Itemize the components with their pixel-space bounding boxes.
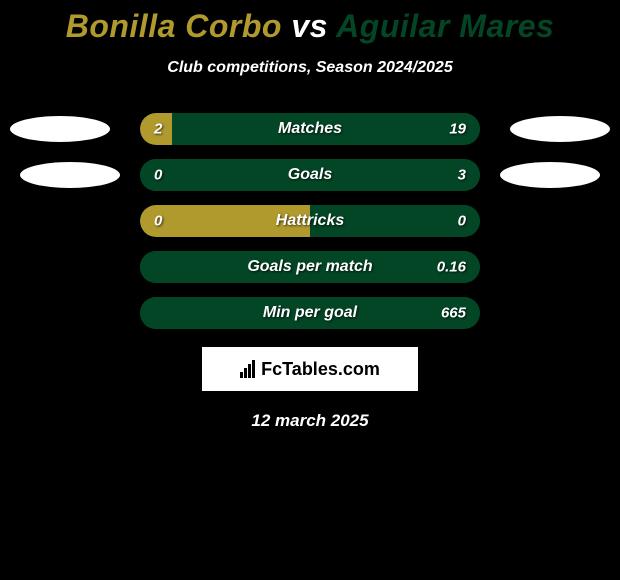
logo-text: FcTables.com: [240, 359, 380, 380]
page-title: Bonilla Corbo vs Aguilar Mares: [0, 8, 620, 45]
stat-value-right: 3: [458, 167, 466, 184]
stat-row: Goals per match 0.16: [0, 251, 620, 283]
date-text: 12 march 2025: [0, 411, 620, 431]
stat-row: Goals 0 3: [0, 159, 620, 191]
stats-area: Matches 2 19 Goals 0 3 Hattricks 0 0 Goals per ma…: [0, 113, 620, 329]
stat-value-left: 0: [154, 213, 162, 230]
player1-name: Bonilla Corbo: [66, 8, 282, 44]
stat-bar: Goals 0 3: [140, 159, 480, 191]
stat-bar: Goals per match 0.16: [140, 251, 480, 283]
player2-marker-icon: [500, 162, 600, 188]
player2-name: Aguilar Mares: [336, 8, 554, 44]
vs-text: vs: [291, 8, 336, 44]
stat-value-left: 2: [154, 121, 162, 138]
stat-value-right: 0: [458, 213, 466, 230]
stat-bar: Min per goal 665: [140, 297, 480, 329]
stat-label: Goals per match: [247, 258, 372, 276]
player2-marker-icon: [510, 116, 610, 142]
stat-label: Goals: [288, 166, 332, 184]
stat-bar: Matches 2 19: [140, 113, 480, 145]
player1-marker-icon: [10, 116, 110, 142]
stat-row: Min per goal 665: [0, 297, 620, 329]
stat-value-right: 19: [449, 121, 466, 138]
site-logo: FcTables.com: [202, 347, 418, 391]
comparison-card: Bonilla Corbo vs Aguilar Mares Club comp…: [0, 0, 620, 431]
stat-row: Matches 2 19: [0, 113, 620, 145]
stat-value-left: 0: [154, 167, 162, 184]
stat-value-right: 665: [441, 305, 466, 322]
stat-label: Matches: [278, 120, 342, 138]
logo-label: FcTables.com: [261, 359, 380, 380]
logo-bars-icon: [240, 360, 255, 378]
stat-label: Min per goal: [263, 304, 357, 322]
stat-bar: Hattricks 0 0: [140, 205, 480, 237]
subtitle: Club competitions, Season 2024/2025: [0, 59, 620, 77]
player1-marker-icon: [20, 162, 120, 188]
stat-value-right: 0.16: [437, 259, 466, 276]
stat-row: Hattricks 0 0: [0, 205, 620, 237]
stat-label: Hattricks: [276, 212, 344, 230]
